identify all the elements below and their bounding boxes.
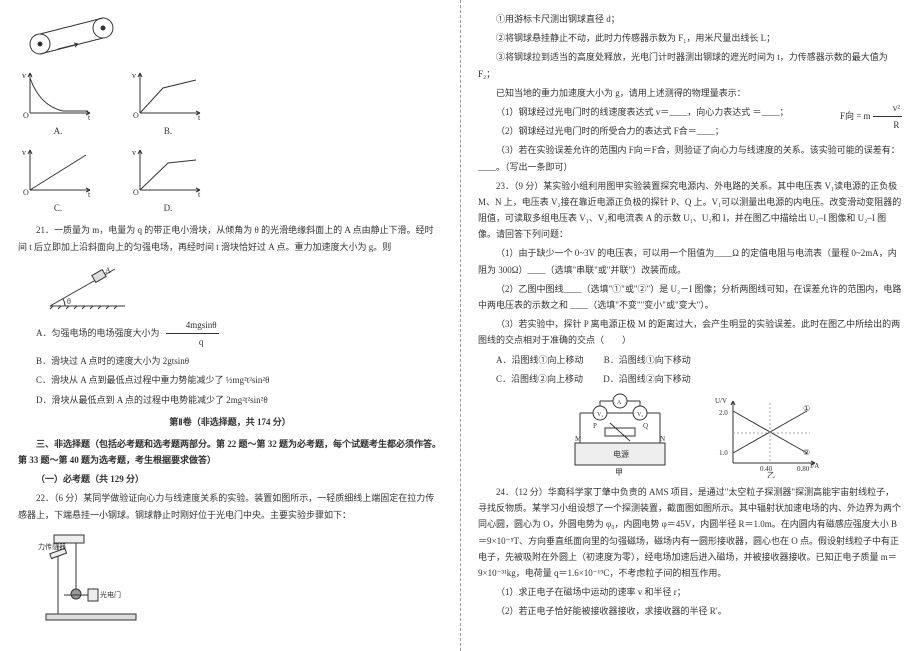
svg-text:A: A <box>105 266 111 275</box>
option-b: O t v B. <box>128 68 208 139</box>
svg-text:θ: θ <box>67 297 71 306</box>
q21-text: 21．一质量为 m，电量为 q 的带正电小滑块，从倾角为 θ 的光滑绝缘斜面上的… <box>18 222 442 254</box>
incline-figure: A θ <box>45 261 442 311</box>
svg-text:光电门: 光电门 <box>100 590 121 599</box>
svg-text:v: v <box>132 71 136 80</box>
svg-text:v: v <box>22 71 26 80</box>
svg-text:v: v <box>22 148 26 157</box>
sensor-figure: 力传感器 光电门 <box>36 529 442 624</box>
svg-text:Q: Q <box>643 422 648 430</box>
svg-text:t: t <box>198 190 201 199</box>
svg-text:O: O <box>23 188 29 197</box>
q23-opt-a: A．沿图线①向上移动 <box>496 355 584 365</box>
svg-text:U/V: U/V <box>715 397 727 405</box>
svg-text:t: t <box>198 113 201 122</box>
svg-text:O: O <box>23 111 29 120</box>
svg-text:P: P <box>593 422 597 430</box>
option-c: O t v C. <box>18 145 98 216</box>
svg-text:V₂: V₂ <box>637 412 643 418</box>
svg-text:N: N <box>660 435 665 443</box>
svg-text:②: ② <box>803 448 810 457</box>
option-a: O t v A. <box>18 68 98 139</box>
q23-opt-c: C．沿图线②向上移动 <box>496 374 583 384</box>
blank3: （3）若在实验误差允许的范围内 F向＝F合，则验证了向心力与线速度的关系。该实验… <box>478 142 902 174</box>
svg-text:V₁: V₁ <box>597 412 603 418</box>
option-d: O t v D. <box>128 145 208 216</box>
section2-title: 第Ⅱ卷（非选择题，共 174 分） <box>18 414 442 430</box>
svg-text:t: t <box>88 113 91 122</box>
graph-figure: U/V 2.0 1.0 0.40 0.80 I/A ① ② 乙 <box>715 393 825 478</box>
section2-sub: 三、非选择题（包括必考题和选考题两部分。第 22 题～第 32 题为必考题，每个… <box>18 436 442 468</box>
svg-text:乙: 乙 <box>767 471 775 478</box>
circuit-figure: V₁ V₂ A 电源 M N P Q 甲 <box>555 393 685 478</box>
svg-text:0.80: 0.80 <box>797 465 810 473</box>
step3: ③将钢球拉到适当的高度处释放，光电门计时器测出钢球的遮光时间为 t，力传感器示数… <box>478 49 902 81</box>
q23-intro: 23．（9 分）某实验小组利用图甲实验装置探究电源内、外电路的关系。其中电压表 … <box>478 178 902 243</box>
q23-opts-cd: C．沿图线②向上移动 D．沿图线②向下移动 <box>478 371 902 387</box>
q23-3: （3）若实验中，探针 P 离电源正极 M 的距离过大，会产生明显的实验误差。此时… <box>478 316 902 348</box>
option-row-ab: O t v A. O t v B. <box>18 68 442 139</box>
q21d-frac: 2mg²t²sin²θ <box>226 395 267 405</box>
q21-opt-d: D．滑块从最低点到 A 点的过程中电势能减少了 2mg²t²sin²θ <box>18 392 442 408</box>
svg-text:M: M <box>575 435 582 443</box>
q21c-pre: C．滑块从 A 点到最低点过程中重力势能减少了 <box>36 375 224 385</box>
cylinder-figure <box>18 14 442 62</box>
right-column: ①用游标卡尺测出钢球直径 d； ②将钢球悬挂静止不动，此时力传感器示数为 F₁，… <box>460 0 920 651</box>
svg-text:O: O <box>133 111 139 120</box>
step2: ②将钢球悬挂静止不动，此时力传感器示数为 F₁，用米尺量出线长 L； <box>478 30 902 46</box>
step1: ①用游标卡尺测出钢球直径 d； <box>478 11 902 27</box>
b1-tail: ＝____； <box>753 107 789 117</box>
mandatory-title: （一）必考题（共 129 分） <box>18 471 442 487</box>
q21a-num: 4mgsinθ <box>166 317 219 334</box>
q21d-pre: D．滑块从最低点到 A 点的过程中电势能减少了 <box>36 395 224 405</box>
q23-opts-ab: A．沿图线①向上移动 B．沿图线①向下移动 <box>478 352 902 368</box>
svg-text:甲: 甲 <box>615 468 623 477</box>
known: 已知当地的重力加速度大小为 g，请用上述测得的物理量表示： <box>478 85 902 101</box>
svg-text:O: O <box>133 188 139 197</box>
svg-text:v: v <box>132 148 136 157</box>
q21-opt-a: A．匀强电场的电场强度大小为 4mgsinθ q <box>18 317 442 350</box>
centripetal-eq: F向 = m v² R <box>822 100 902 133</box>
svg-text:I/A: I/A <box>810 462 819 470</box>
q24-2: （2）若正电子恰好能被接收器接收，求接收器的半径 R′。 <box>478 603 902 619</box>
q21-opt-c: C．滑块从 A 点到最低点过程中重力势能减少了 ½mg²t²sin²θ <box>18 372 442 388</box>
blank1: F向 = m v² R （1）钢球经过光电门时的线速度表达式 v＝____，向心… <box>478 104 902 120</box>
b1-text: （1）钢球经过光电门时的线速度表达式 v＝____，向心力表达式 <box>496 107 750 117</box>
svg-text:①: ① <box>803 404 810 413</box>
q24-intro: 24．（12 分）华裔科学家丁肇中负责的 AMS 项目，是通过"太空粒子探测器"… <box>478 484 902 581</box>
svg-text:1.0: 1.0 <box>719 449 728 457</box>
q23-figures: V₁ V₂ A 电源 M N P Q 甲 U/V 2.0 1.0 <box>478 393 902 478</box>
q21-opt-b: B．滑块过 A 点时的速度大小为 2gtsinθ <box>18 353 442 369</box>
q21a-den: q <box>166 334 219 350</box>
q24-1: （1）求正电子在磁场中运动的速率 v 和半径 r； <box>478 584 902 600</box>
option-b-label: B. <box>128 123 208 139</box>
svg-text:t: t <box>88 190 91 199</box>
q23-2: （2）乙图中图线____（选填"①"或"②"）是 U₂－I 图像；分析两图线可知… <box>478 281 902 313</box>
option-a-label: A. <box>18 123 98 139</box>
q23-opt-b: B．沿图线①向下移动 <box>604 355 691 365</box>
q21c-frac: ½mg²t²sin²θ <box>226 375 270 385</box>
q23-opt-d: D．沿图线②向下移动 <box>603 374 691 384</box>
q22-text: 22．（6 分）某同学做验证向心力与线速度关系的实验。装置如图所示，一轻质细线上… <box>18 490 442 522</box>
q21a-pre: A．匀强电场的电场强度大小为 <box>36 328 160 338</box>
option-c-label: C. <box>18 200 98 216</box>
svg-text:2.0: 2.0 <box>719 409 728 417</box>
svg-text:A: A <box>617 400 622 406</box>
option-row-cd: O t v C. O t v D. <box>18 145 442 216</box>
option-d-label: D. <box>128 200 208 216</box>
left-column: O t v A. O t v B. <box>0 0 460 651</box>
svg-text:力传感器: 力传感器 <box>38 542 66 551</box>
svg-text:电源: 电源 <box>613 449 629 459</box>
q23-1: （1）由于缺少一个 0~3V 的电压表，可以用一个阻值为____Ω 的定值电阻与… <box>478 245 902 277</box>
